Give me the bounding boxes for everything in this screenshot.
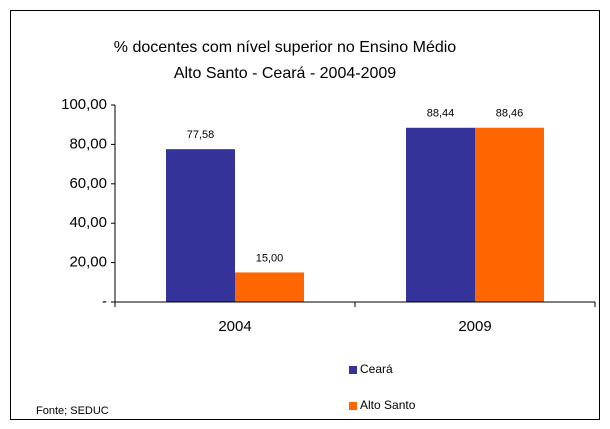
y-tick-label: -	[102, 293, 107, 310]
chart-title: % docentes com nível superior no Ensino …	[114, 39, 457, 56]
value-label: 88,44	[427, 108, 455, 120]
y-tick-label: 100,00	[61, 96, 107, 113]
legend-label: Ceará	[360, 362, 393, 376]
legend-swatch	[349, 402, 357, 410]
value-label: 77,58	[187, 129, 215, 141]
source-note: Fonte; SEDUC	[36, 405, 109, 417]
value-label: 15,00	[256, 252, 284, 264]
bar	[475, 127, 544, 303]
value-label: 88,46	[496, 108, 524, 120]
y-tick-label: 20,00	[69, 254, 107, 271]
legend-swatch	[349, 366, 357, 374]
bar	[406, 127, 475, 303]
x-tick-label: 2004	[218, 318, 251, 335]
x-tick-label: 2009	[458, 318, 491, 335]
bar	[166, 149, 235, 302]
legend-label: Alto Santo	[360, 398, 416, 412]
bar	[235, 272, 304, 302]
chart-subtitle: Alto Santo - Ceará - 2004-2009	[174, 65, 396, 82]
y-tick-label: 60,00	[69, 175, 107, 192]
y-tick-label: 80,00	[69, 135, 107, 152]
y-tick-label: 40,00	[69, 214, 107, 231]
